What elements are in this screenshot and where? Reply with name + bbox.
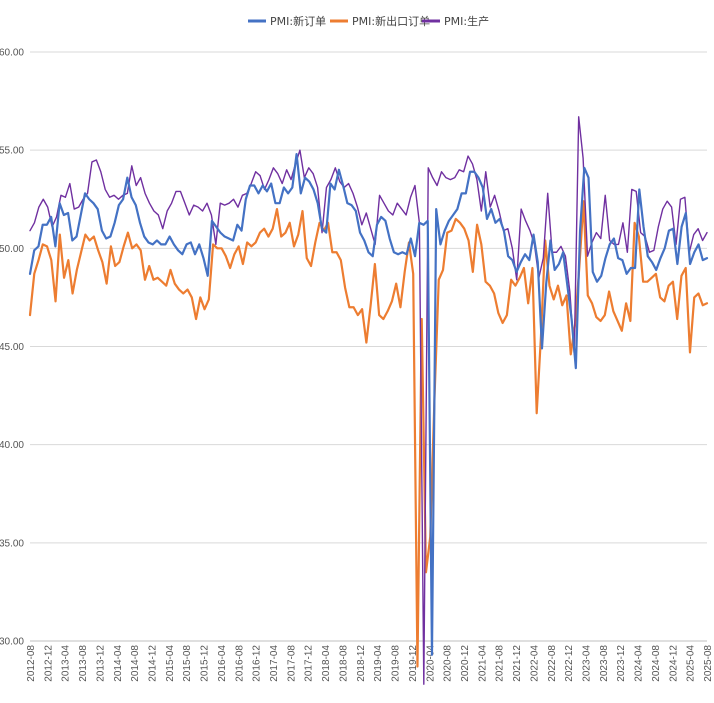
x-axis-ticks: 2012-08 2012-12 2013-04 2013-08 2013-12 2014-… — [26, 645, 714, 682]
x-tick-label: 2024-04 — [634, 645, 645, 682]
x-tick-label: 2022-08 — [547, 645, 558, 682]
x-tick-label: 2018-04 — [321, 645, 332, 682]
x-tick-label: 2015-08 — [182, 645, 193, 682]
x-tick-label: 2020-08 — [443, 645, 454, 682]
x-tick-label: 2017-04 — [269, 645, 280, 682]
x-tick-label: 2018-08 — [338, 645, 349, 682]
x-tick-label: 2025-08 — [703, 645, 714, 682]
x-tick-label: 2019-12 — [408, 645, 419, 682]
x-tick-label: 2016-12 — [252, 645, 263, 682]
x-tick-label: 2014-04 — [113, 645, 124, 682]
legend: PMI:新订单 PMI:新出口订单 PMI:生产 — [248, 14, 489, 28]
x-tick-label: 2022-04 — [529, 645, 540, 682]
legend-label: PMI:新出口订单 — [352, 14, 430, 28]
x-tick-label: 2024-08 — [651, 645, 662, 682]
y-tick-label: 60.00 — [0, 48, 24, 59]
x-tick-label: 2025-04 — [686, 645, 697, 682]
legend-label: PMI:生产 — [444, 14, 489, 28]
x-tick-label: 2015-12 — [200, 645, 211, 682]
x-tick-label: 2023-12 — [616, 645, 627, 682]
y-tick-label: 45.00 — [0, 342, 24, 353]
x-tick-label: 2017-12 — [304, 645, 315, 682]
x-tick-label: 2012-08 — [26, 645, 37, 682]
y-tick-label: 35.00 — [0, 538, 24, 549]
x-tick-label: 2019-08 — [391, 645, 402, 682]
y-tick-label: 40.00 — [0, 440, 24, 451]
x-tick-label: 2023-08 — [599, 645, 610, 682]
y-axis-ticks: 30.00 35.00 40.00 45.00 50.00 55.00 60.00 — [0, 48, 24, 648]
x-tick-label: 2019-04 — [373, 645, 384, 682]
x-tick-label: 2016-08 — [234, 645, 245, 682]
x-tick-label: 2023-04 — [581, 645, 592, 682]
y-tick-label: 50.00 — [0, 244, 24, 255]
gridlines — [30, 51, 707, 544]
y-tick-label: 55.00 — [0, 146, 24, 157]
series-line-2 — [28, 200, 709, 668]
x-tick-label: 2015-04 — [165, 645, 176, 682]
series-line-3 — [29, 116, 708, 685]
legend-label: PMI:新订单 — [270, 14, 326, 28]
x-tick-label: 2014-08 — [130, 645, 141, 682]
x-tick-label: 2024-12 — [668, 645, 679, 682]
series-line-1 — [28, 152, 709, 656]
x-tick-label: 2013-12 — [95, 645, 106, 682]
x-tick-label: 2018-12 — [356, 645, 367, 682]
x-tick-label: 2021-04 — [477, 645, 488, 682]
x-tick-label: 2020-12 — [460, 645, 471, 682]
x-tick-label: 2020-04 — [425, 645, 436, 682]
x-tick-label: 2022-12 — [564, 645, 575, 682]
x-tick-label: 2013-04 — [61, 645, 72, 682]
y-tick-label: 30.00 — [0, 637, 24, 648]
x-tick-label: 2012-12 — [43, 645, 54, 682]
x-tick-label: 2021-08 — [495, 645, 506, 682]
x-tick-label: 2017-08 — [286, 645, 297, 682]
series-lines — [28, 116, 709, 685]
x-tick-label: 2021-12 — [512, 645, 523, 682]
x-tick-label: 2013-08 — [78, 645, 89, 682]
x-tick-label: 2016-04 — [217, 645, 228, 682]
x-tick-label: 2014-12 — [148, 645, 159, 682]
